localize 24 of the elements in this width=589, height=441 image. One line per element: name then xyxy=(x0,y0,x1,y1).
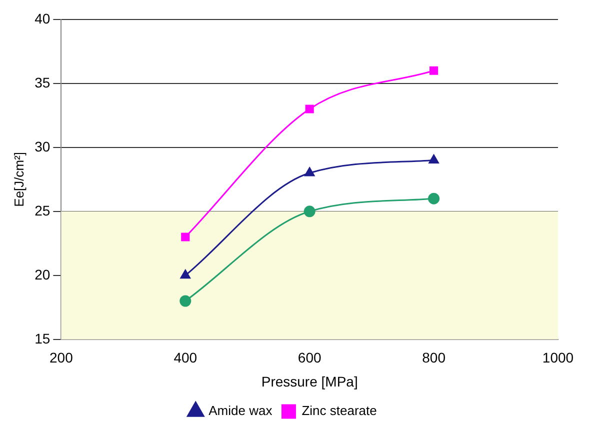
point xyxy=(180,270,190,279)
y-tick-label: 20 xyxy=(34,266,50,282)
y-tick-label: 25 xyxy=(34,202,50,218)
point xyxy=(428,192,440,204)
legend-label: Zinc stearate xyxy=(302,403,377,418)
x-tick-label: 800 xyxy=(422,350,446,366)
x-tick-label: 1000 xyxy=(542,350,574,366)
y-tick-label: 30 xyxy=(34,138,50,154)
x-tick-label: 200 xyxy=(49,350,74,366)
point xyxy=(305,104,314,114)
y-tick-label: 35 xyxy=(34,74,50,90)
point xyxy=(181,232,190,242)
point xyxy=(430,66,438,75)
x-tick-label: 600 xyxy=(298,350,322,366)
point xyxy=(304,206,316,218)
y-tick-label: 40 xyxy=(34,10,50,26)
point xyxy=(428,154,439,164)
x-tick-label: 400 xyxy=(174,350,198,366)
point xyxy=(180,295,192,307)
y-axis-title: Ee[J/cm²] xyxy=(11,152,26,207)
y-tick-label: 15 xyxy=(34,330,50,346)
legend-label: Amide wax xyxy=(208,403,273,418)
point xyxy=(304,167,315,176)
x-axis-title: Pressure [MPa] xyxy=(261,373,358,390)
